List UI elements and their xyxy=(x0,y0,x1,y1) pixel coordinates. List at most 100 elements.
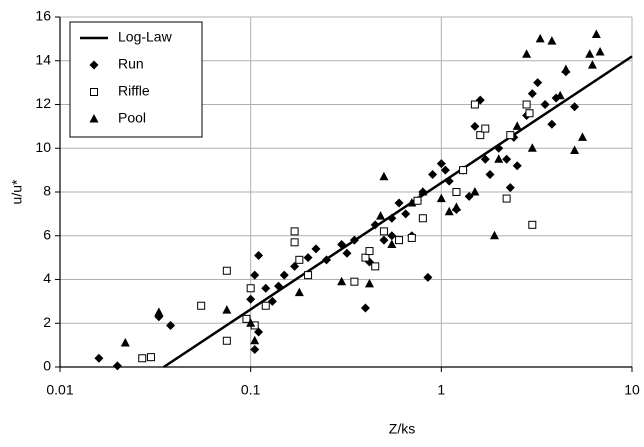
point xyxy=(561,64,571,73)
point xyxy=(222,305,232,314)
point xyxy=(587,60,597,69)
point xyxy=(407,233,416,242)
trend-line xyxy=(163,55,633,369)
point xyxy=(452,188,461,196)
point xyxy=(250,270,260,280)
point xyxy=(527,143,537,152)
point xyxy=(522,49,532,58)
point xyxy=(535,33,545,43)
point xyxy=(555,90,565,100)
legend-swatch xyxy=(90,88,98,96)
point xyxy=(512,121,522,130)
point xyxy=(528,220,537,229)
point xyxy=(337,276,347,286)
point xyxy=(476,131,485,140)
point xyxy=(279,270,289,280)
point xyxy=(112,361,122,371)
point xyxy=(120,337,130,347)
point xyxy=(364,278,374,288)
point xyxy=(418,214,427,223)
point xyxy=(242,314,251,323)
point xyxy=(547,119,557,129)
y-tick-label: 14 xyxy=(35,51,51,67)
y-tick-label: 0 xyxy=(43,358,51,374)
point xyxy=(481,124,490,133)
point xyxy=(387,231,397,241)
y-tick-label: 16 xyxy=(35,8,51,24)
legend-swatch xyxy=(89,114,99,123)
point xyxy=(502,154,512,164)
point xyxy=(146,353,155,362)
point xyxy=(485,170,495,179)
point xyxy=(480,154,490,164)
point xyxy=(505,183,515,193)
point xyxy=(303,253,313,263)
point xyxy=(577,132,587,141)
legend-swatch xyxy=(89,60,99,70)
point xyxy=(459,166,468,175)
point xyxy=(138,354,147,363)
x-axis-label: Z/ks xyxy=(389,421,415,437)
point xyxy=(342,248,352,258)
point xyxy=(512,161,522,171)
point xyxy=(222,266,231,275)
point xyxy=(370,220,380,230)
y-tick-label: 4 xyxy=(43,270,51,286)
point xyxy=(267,296,277,306)
legend-label: Log-Law xyxy=(118,29,173,45)
point xyxy=(349,235,359,245)
legend-label: Pool xyxy=(118,110,146,126)
point xyxy=(311,244,321,254)
point xyxy=(470,121,480,131)
point xyxy=(290,261,300,271)
point xyxy=(295,255,304,264)
point xyxy=(379,171,389,181)
point xyxy=(585,49,595,58)
point xyxy=(506,131,515,140)
point xyxy=(222,336,231,345)
point xyxy=(154,307,164,316)
y-tick-label: 12 xyxy=(35,95,51,111)
point xyxy=(527,89,537,99)
point xyxy=(365,247,374,256)
y-tick-label: 6 xyxy=(43,226,51,242)
point xyxy=(436,159,446,169)
point xyxy=(304,271,313,280)
point xyxy=(379,227,388,236)
point xyxy=(387,239,397,248)
point xyxy=(376,211,386,220)
point xyxy=(494,143,504,153)
point xyxy=(360,303,370,313)
x-tick-label: 0.01 xyxy=(46,382,73,398)
y-axis-label: u/u* xyxy=(9,179,25,204)
point xyxy=(246,318,256,327)
point xyxy=(294,287,304,297)
point xyxy=(395,236,404,245)
point xyxy=(570,145,580,154)
point xyxy=(522,100,531,109)
point xyxy=(428,170,438,179)
point xyxy=(379,235,389,245)
point xyxy=(371,262,380,271)
point xyxy=(489,230,499,240)
point xyxy=(322,255,332,265)
point xyxy=(451,202,461,211)
point xyxy=(387,213,397,223)
x-tick-label: 10 xyxy=(624,382,640,398)
point xyxy=(407,197,417,207)
point xyxy=(394,198,404,208)
point xyxy=(533,78,543,88)
point xyxy=(494,154,504,163)
point xyxy=(246,284,255,293)
point xyxy=(274,281,284,291)
point xyxy=(440,165,450,175)
point xyxy=(350,277,359,286)
point xyxy=(337,240,347,249)
point xyxy=(547,36,557,45)
point xyxy=(502,194,511,203)
y-tick-label: 10 xyxy=(35,139,51,155)
point xyxy=(361,253,370,262)
legend-label: Riffle xyxy=(118,83,150,99)
point xyxy=(444,176,454,186)
point xyxy=(166,320,176,330)
